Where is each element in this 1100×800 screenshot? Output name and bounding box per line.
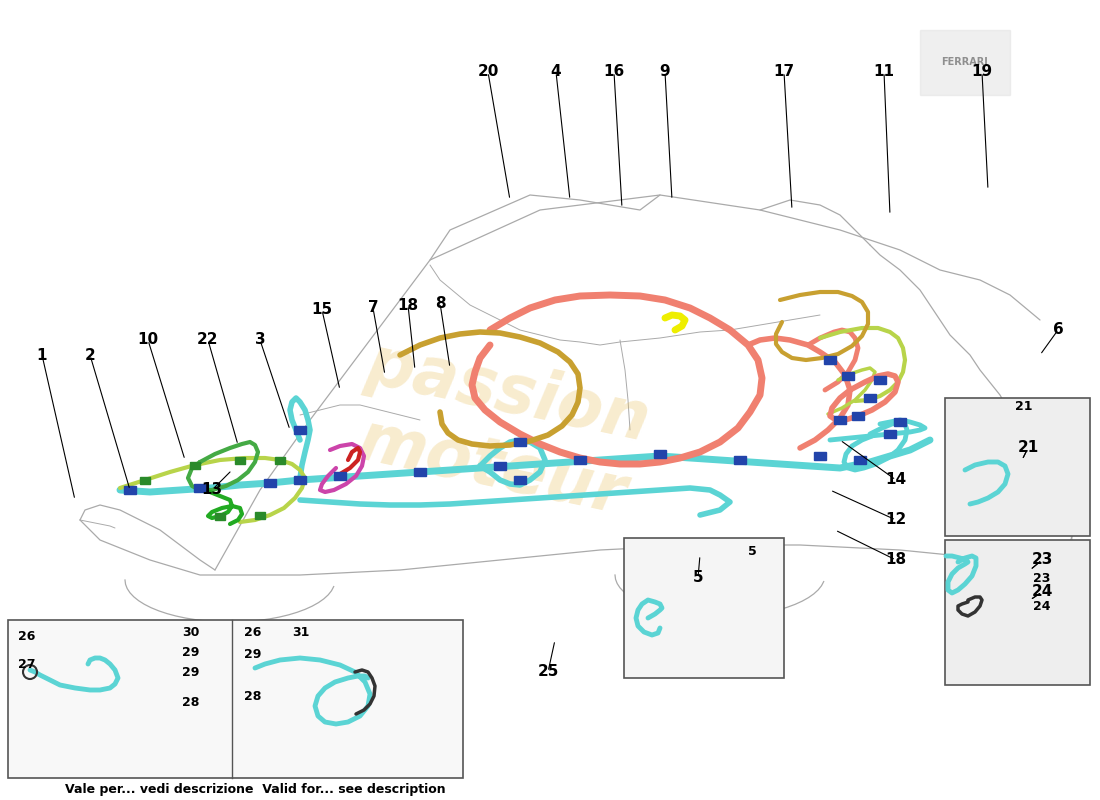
Bar — [574, 456, 586, 464]
Text: 26: 26 — [18, 630, 35, 643]
Text: 11: 11 — [873, 65, 894, 79]
Text: 20: 20 — [477, 65, 498, 79]
Text: 21: 21 — [1018, 441, 1038, 455]
Bar — [842, 372, 854, 380]
Text: 1: 1 — [36, 347, 47, 362]
Bar — [275, 457, 285, 463]
Bar — [514, 476, 526, 484]
Polygon shape — [920, 30, 1010, 95]
Text: 24: 24 — [1033, 600, 1050, 613]
Bar — [945, 398, 1090, 536]
Bar — [624, 538, 784, 678]
Bar — [194, 484, 206, 492]
Text: 12: 12 — [886, 513, 906, 527]
Text: 25: 25 — [537, 665, 559, 679]
Bar — [654, 450, 666, 458]
Text: 13: 13 — [201, 482, 222, 498]
Bar — [294, 476, 306, 484]
Text: 29: 29 — [182, 666, 199, 679]
Bar — [235, 457, 245, 463]
Text: 30: 30 — [182, 626, 199, 639]
Bar — [255, 511, 265, 518]
Text: 22: 22 — [197, 333, 219, 347]
Bar — [874, 376, 886, 384]
Text: 31: 31 — [292, 626, 309, 639]
Bar — [214, 513, 225, 519]
Bar — [834, 416, 846, 424]
Text: 4: 4 — [551, 65, 561, 79]
Text: 18: 18 — [397, 298, 419, 313]
Text: 9: 9 — [660, 65, 670, 79]
Text: 5: 5 — [693, 570, 703, 586]
Text: 28: 28 — [244, 690, 262, 703]
Text: 24: 24 — [1032, 585, 1053, 599]
Text: 3: 3 — [255, 333, 265, 347]
Bar — [854, 456, 866, 464]
Bar — [494, 462, 506, 470]
Text: 17: 17 — [773, 65, 794, 79]
Text: 26: 26 — [244, 626, 262, 639]
Text: 29: 29 — [244, 648, 262, 661]
Bar — [111, 675, 119, 681]
Text: 18: 18 — [886, 553, 906, 567]
Bar — [86, 685, 94, 691]
Bar — [124, 486, 136, 494]
Text: 10: 10 — [138, 333, 158, 347]
Text: passion
moteur: passion moteur — [344, 330, 656, 530]
Text: 19: 19 — [971, 65, 992, 79]
Bar — [294, 426, 306, 434]
Text: FERRARI: FERRARI — [942, 57, 989, 67]
Text: 29: 29 — [182, 646, 199, 659]
Bar — [101, 681, 109, 687]
Text: 7: 7 — [367, 301, 378, 315]
Text: Vale per... vedi descrizione  Valid for... see description: Vale per... vedi descrizione Valid for..… — [65, 783, 446, 797]
Text: 14: 14 — [886, 473, 906, 487]
Bar — [824, 356, 836, 364]
Text: 23: 23 — [1032, 553, 1053, 567]
Text: 23: 23 — [1033, 572, 1050, 585]
Text: 5: 5 — [748, 545, 757, 558]
Bar — [864, 394, 876, 402]
Bar — [514, 438, 526, 446]
Bar — [140, 477, 150, 483]
Text: 16: 16 — [604, 65, 625, 79]
Bar — [894, 418, 906, 426]
Bar — [8, 620, 463, 778]
Text: 15: 15 — [311, 302, 332, 318]
Bar — [264, 479, 276, 487]
Bar — [334, 472, 346, 480]
Bar — [814, 452, 826, 460]
Text: 21: 21 — [1015, 400, 1033, 413]
Text: 27: 27 — [18, 658, 35, 671]
Text: 28: 28 — [182, 696, 199, 709]
Text: 6: 6 — [1053, 322, 1064, 338]
Bar — [645, 626, 654, 634]
Bar — [644, 614, 653, 622]
Text: 2: 2 — [85, 347, 96, 362]
Bar — [414, 468, 426, 476]
Bar — [734, 456, 746, 464]
Text: 8: 8 — [434, 295, 446, 310]
Bar — [945, 540, 1090, 685]
Bar — [884, 430, 896, 438]
Bar — [852, 412, 864, 420]
Bar — [190, 462, 200, 469]
